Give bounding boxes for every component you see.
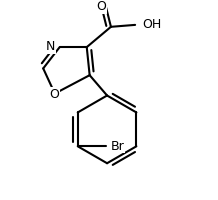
Text: N: N — [46, 40, 55, 53]
Text: O: O — [97, 0, 107, 13]
Text: OH: OH — [142, 18, 161, 31]
Text: Br: Br — [111, 140, 124, 153]
Text: O: O — [49, 88, 59, 101]
